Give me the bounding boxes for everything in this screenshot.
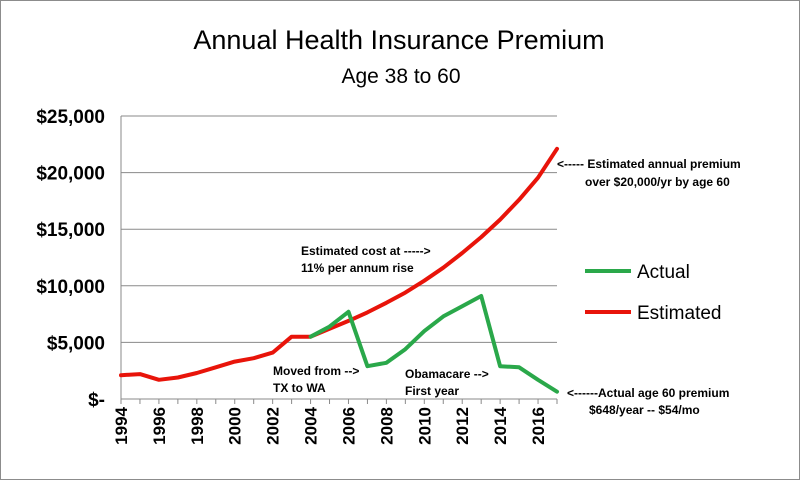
chart-title: Annual Health Insurance Premium [193, 25, 604, 55]
y-tick-label-2: $10,000 [36, 277, 105, 298]
x-tick-label-2012: 2012 [453, 407, 472, 445]
x-tick-label-1994: 1994 [112, 406, 131, 444]
x-tick-label-2006: 2006 [339, 407, 358, 445]
series-line-estimated [119, 146, 559, 382]
annotation-estimated-premium-line1: <----- Estimated annual premium [557, 157, 741, 171]
y-tick-label-0: $- [88, 390, 105, 411]
annotation-obamacare-line2: First year [405, 384, 459, 398]
x-tick-label-2008: 2008 [377, 407, 396, 445]
annotations: Estimated cost at -----> 11% per annum r… [273, 157, 741, 417]
annotation-actual-premium-line1: <------Actual age 60 premium [567, 386, 729, 400]
y-tick-label-1: $5,000 [47, 333, 105, 354]
y-tick-label-4: $20,000 [36, 164, 105, 185]
x-tick-label-1998: 1998 [188, 407, 207, 445]
y-tick-label-5: $25,000 [36, 107, 105, 128]
annotation-actual-premium-line2: $648/year -- $54/mo [589, 403, 700, 417]
annotation-estimated-cost-line1: Estimated cost at -----> [301, 244, 431, 258]
series-line-actual [308, 294, 559, 394]
annotation-moved-line1: Moved from --> [273, 364, 359, 378]
x-tick-label-2002: 2002 [264, 407, 283, 445]
x-tick-label-2014: 2014 [491, 406, 510, 444]
gridlines [121, 115, 557, 343]
y-tick-label-3: $15,000 [36, 220, 105, 241]
x-tick-label-2000: 2000 [226, 407, 245, 445]
x-tick-label-2016: 2016 [529, 407, 548, 445]
legend-estimated-label: Estimated [637, 303, 721, 324]
axes [120, 116, 557, 400]
y-axis-ticks: $- $5,000 $10,000 $15,000 $20,000 $25,000 [36, 107, 105, 411]
legend: Actual Estimated [585, 262, 721, 324]
annotation-moved-line2: TX to WA [273, 381, 326, 395]
legend-actual-label: Actual [637, 262, 690, 283]
x-tick-label-2004: 2004 [302, 406, 321, 444]
annotation-obamacare-line1: Obamacare --> [405, 367, 489, 381]
annotation-estimated-cost-line2: 11% per annum rise [301, 261, 414, 275]
data-series [119, 146, 559, 394]
x-tick-label-1996: 1996 [150, 407, 169, 445]
x-tick-label-2010: 2010 [415, 407, 434, 445]
chart-subtitle: Age 38 to 60 [341, 65, 460, 88]
x-axis-ticks: 1994 1996 1998 2000 2002 2004 2006 2008 2010 2012… [112, 399, 558, 445]
annotation-estimated-premium-line2: over $20,000/yr by age 60 [585, 175, 730, 189]
